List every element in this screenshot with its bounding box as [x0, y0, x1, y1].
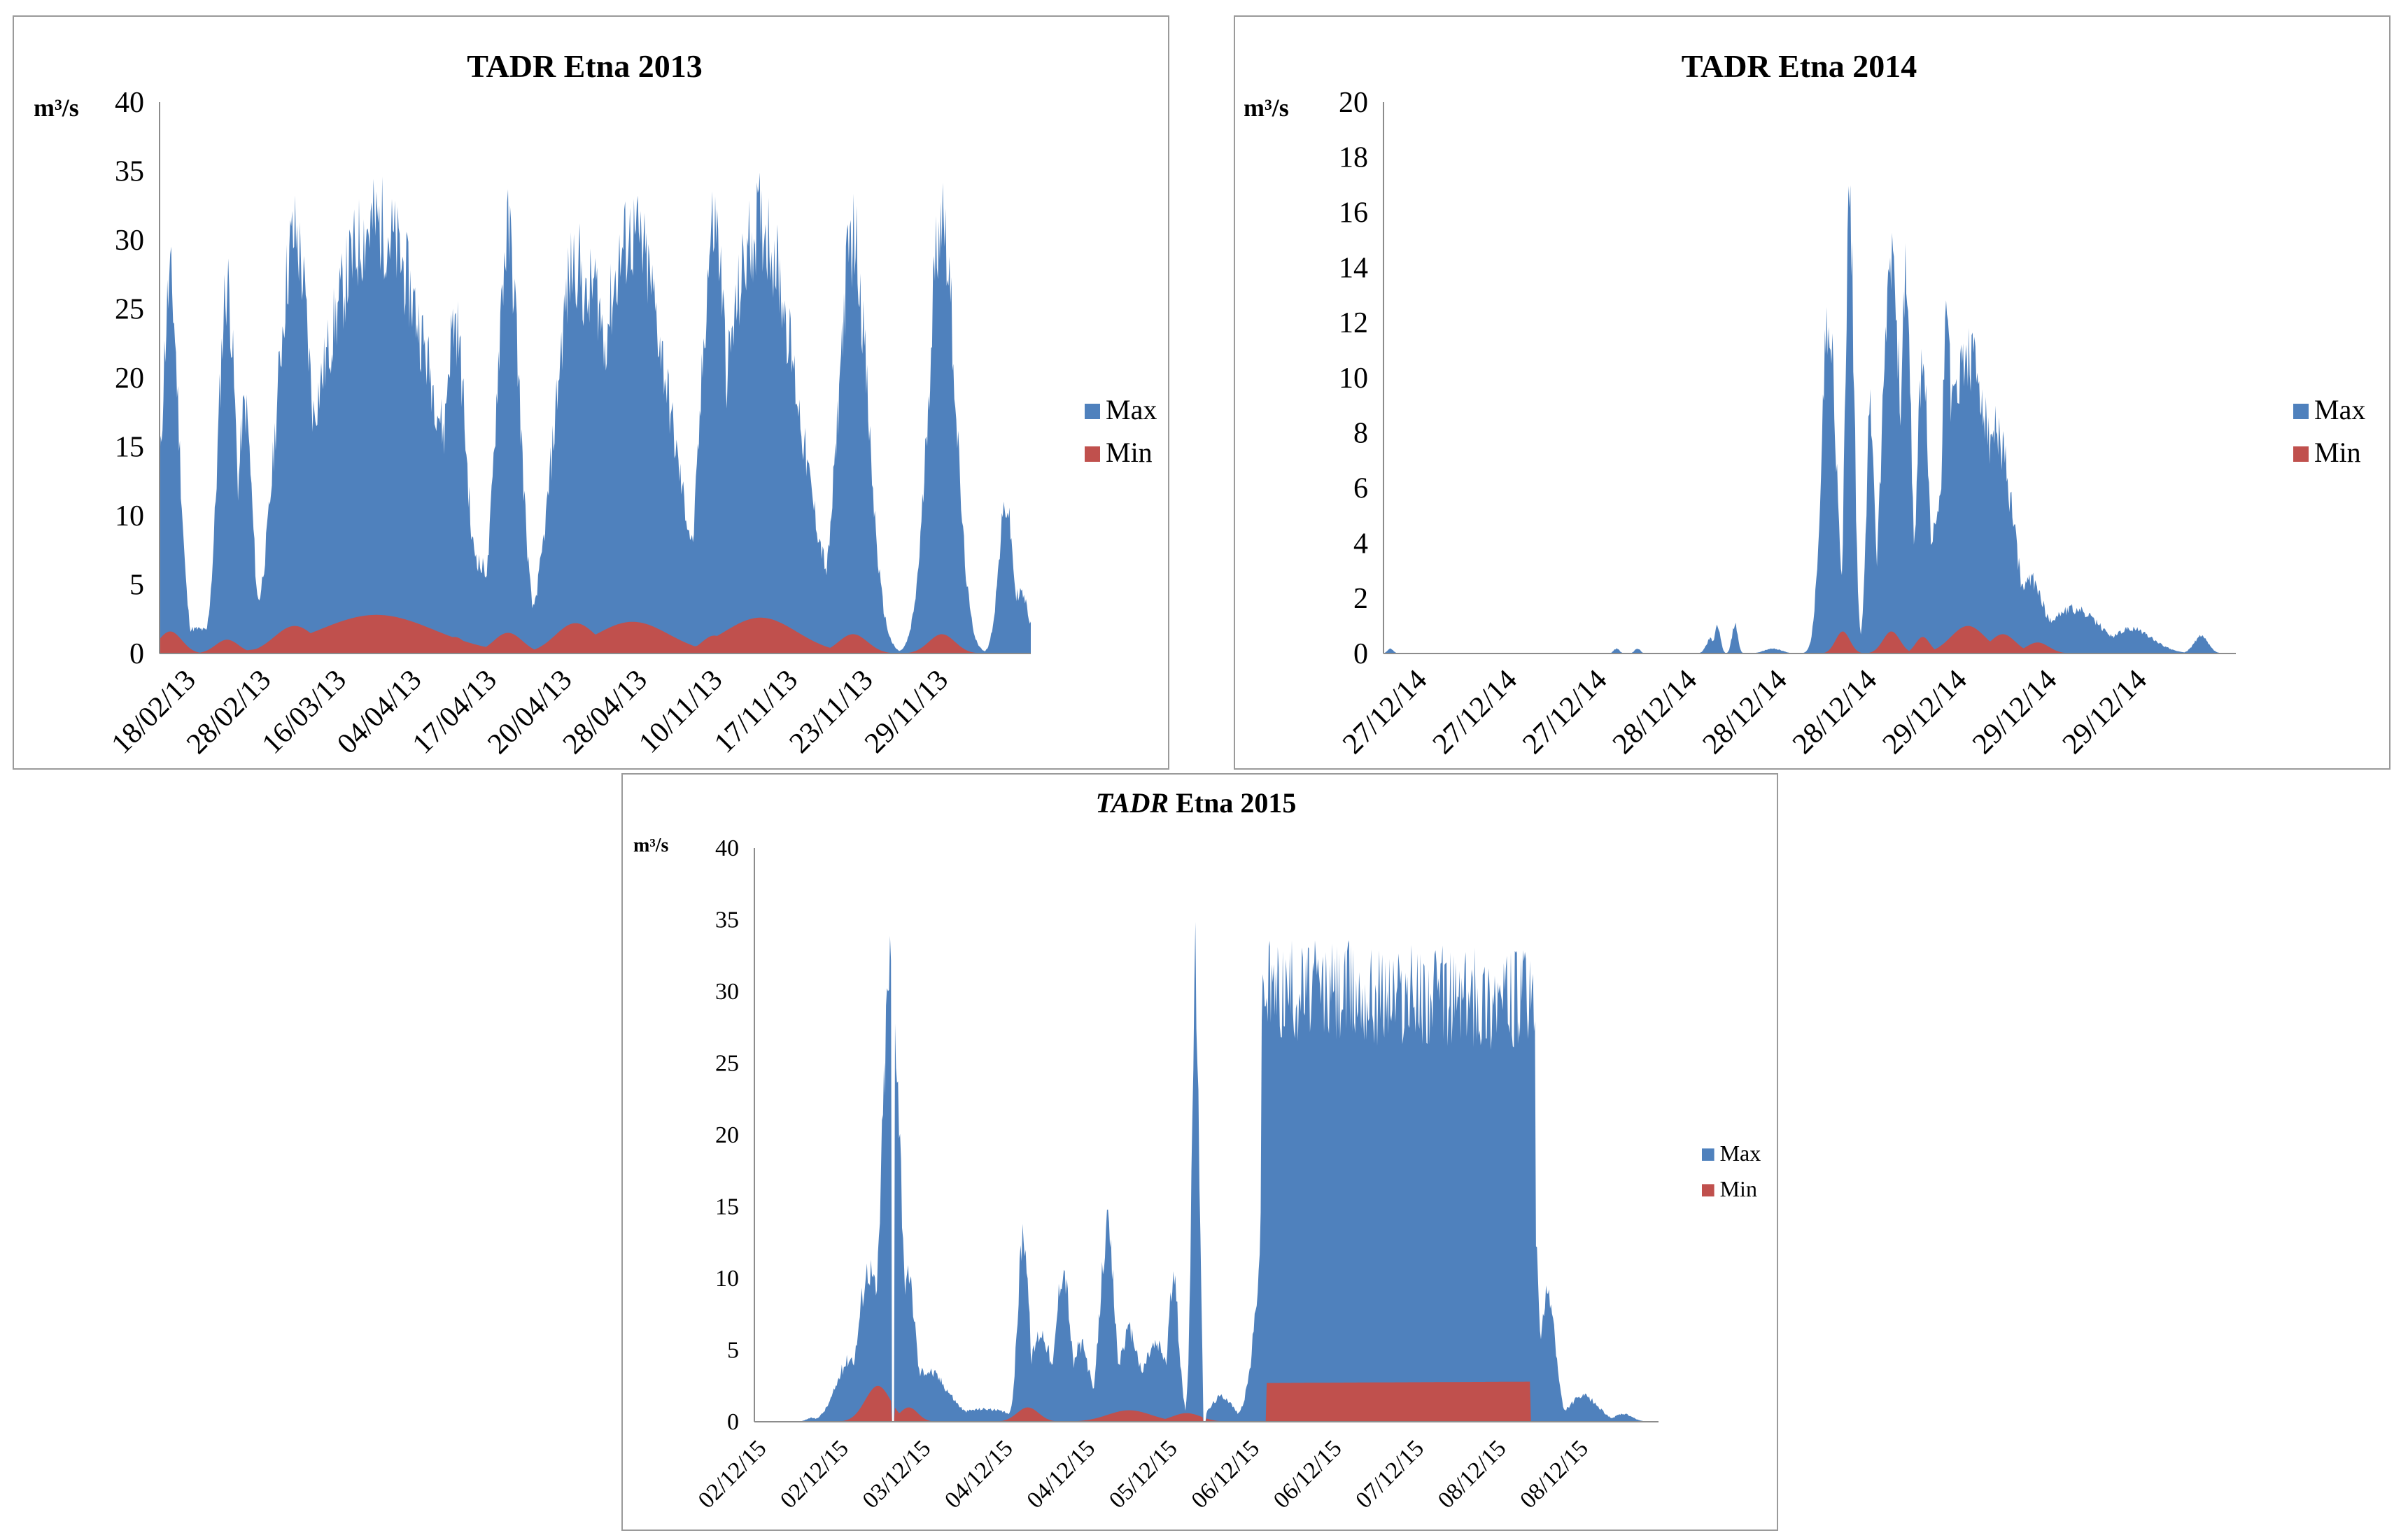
- chart-2013: TADR Etna 2013 m³/s 0 5 10 15 20 25 30 35 40 18/02/…: [34, 48, 1157, 761]
- x-tick-label: 03/12/15: [858, 1435, 936, 1513]
- y-tick-label: 4: [1353, 528, 1368, 560]
- series-max-area: [1383, 185, 2236, 654]
- chart-title: TADR Etna 2014: [1682, 48, 1917, 84]
- series-min-area: [160, 614, 1031, 654]
- x-tick-label: 29/12/14: [1966, 664, 2063, 761]
- legend-label-min: Min: [1720, 1176, 1757, 1201]
- y-tick-label: 40: [115, 87, 144, 119]
- y-tick-label: 30: [715, 979, 739, 1005]
- x-tick-label: 23/11/13: [784, 664, 880, 760]
- legend-swatch-max: [2293, 404, 2309, 419]
- x-tick-label: 20/04/13: [481, 664, 578, 761]
- x-tick-label: 29/11/13: [859, 664, 955, 760]
- series-max-area: [160, 172, 1031, 654]
- legend-label-max: Max: [1106, 394, 1157, 425]
- x-tick-label: 08/12/15: [1433, 1435, 1512, 1513]
- chart-panel-2015: TADR Etna 2015 m³/s 0 5 10 15 20 25 30 35 40 02/12/…: [621, 773, 1778, 1531]
- y-tick-label: 2: [1353, 583, 1368, 615]
- x-tick-label: 16/03/13: [256, 664, 353, 761]
- series-min-area: [754, 1381, 1659, 1422]
- legend-label-max: Max: [2314, 394, 2365, 425]
- x-tick-label: 07/12/15: [1351, 1435, 1429, 1513]
- y-axis-label: m³/s: [633, 835, 668, 856]
- chart-title: TADR Etna 2015: [1096, 787, 1297, 819]
- y-tick-label: 0: [727, 1409, 739, 1435]
- x-tick-label: 08/12/15: [1515, 1435, 1593, 1513]
- x-tick-label: 28/04/13: [557, 664, 654, 761]
- x-tick-label: 29/12/14: [2057, 664, 2153, 761]
- chart-2014: TADR Etna 2014 m³/s 0 2 4 6 8 10 12 14 16 18 20 27/12…: [1244, 48, 2365, 761]
- y-tick-label: 6: [1353, 472, 1368, 504]
- x-tick-label: 02/12/15: [693, 1435, 772, 1513]
- chart-panel-2013: TADR Etna 2013 m³/s 0 5 10 15 20 25 30 35 40 18/02/…: [13, 15, 1169, 770]
- x-tick-label: 02/12/15: [775, 1435, 854, 1513]
- y-axis-label: m³/s: [34, 94, 79, 122]
- y-tick-label: 20: [715, 1122, 739, 1148]
- x-tick-label: 18/02/13: [106, 664, 202, 761]
- y-tick-label: 0: [1353, 638, 1368, 670]
- x-tick-label: 27/12/14: [1337, 664, 1433, 761]
- x-tick-label: 06/12/15: [1186, 1435, 1265, 1513]
- legend-label-min: Min: [1106, 437, 1153, 468]
- x-tick-label: 28/12/14: [1607, 664, 1703, 761]
- y-tick-label: 25: [115, 293, 144, 325]
- y-tick-label: 20: [115, 362, 144, 395]
- x-tick-label: 17/11/13: [708, 664, 804, 760]
- y-tick-label: 8: [1353, 418, 1368, 450]
- y-tick-label: 16: [1339, 197, 1368, 229]
- x-tick-label: 04/12/15: [940, 1435, 1018, 1513]
- legend-swatch-min: [1085, 446, 1100, 462]
- y-tick-label: 15: [115, 431, 144, 463]
- y-tick-label: 5: [727, 1338, 739, 1364]
- legend-swatch-max: [1702, 1148, 1715, 1161]
- x-tick-label: 29/12/14: [1877, 664, 1973, 761]
- x-tick-label: 27/12/14: [1427, 664, 1523, 761]
- x-tick-label: 10/11/13: [633, 664, 728, 760]
- y-tick-label: 35: [115, 155, 144, 188]
- y-tick-label: 0: [129, 638, 144, 670]
- x-tick-label: 04/12/15: [1022, 1435, 1101, 1513]
- x-tick-label: 04/04/13: [331, 664, 428, 761]
- chart-2015: TADR Etna 2015 m³/s 0 5 10 15 20 25 30 35 40 02/12/…: [633, 787, 1761, 1513]
- y-axis-label: m³/s: [1244, 94, 1289, 122]
- x-tick-label: 28/12/14: [1787, 664, 1883, 761]
- y-tick-label: 5: [129, 569, 144, 601]
- y-tick-label: 10: [715, 1266, 739, 1292]
- x-tick-label: 27/12/14: [1516, 664, 1613, 761]
- y-tick-label: 20: [1339, 87, 1368, 119]
- legend-swatch-min: [1702, 1184, 1715, 1196]
- y-tick-label: 30: [115, 225, 144, 257]
- chart-panel-2014: TADR Etna 2014 m³/s 0 2 4 6 8 10 12 14 16 18 20 27/12…: [1234, 15, 2391, 770]
- legend-swatch-max: [1085, 404, 1100, 419]
- legend-label-min: Min: [2314, 437, 2361, 468]
- y-tick-label: 15: [715, 1194, 739, 1220]
- x-tick-label: 05/12/15: [1104, 1435, 1183, 1513]
- chart-title: TADR Etna 2013: [467, 48, 703, 84]
- chart-title-rest: Etna 2015: [1169, 787, 1296, 819]
- x-tick-label: 06/12/15: [1269, 1435, 1347, 1513]
- y-tick-label: 12: [1339, 307, 1368, 339]
- legend-swatch-min: [2293, 446, 2309, 462]
- y-tick-label: 35: [715, 907, 739, 933]
- y-tick-label: 25: [715, 1051, 739, 1077]
- y-tick-label: 40: [715, 835, 739, 861]
- y-tick-label: 14: [1339, 252, 1368, 284]
- legend-label-max: Max: [1720, 1140, 1761, 1166]
- x-tick-label: 28/12/14: [1696, 664, 1793, 761]
- x-tick-label: 17/04/13: [407, 664, 503, 761]
- y-tick-label: 10: [115, 500, 144, 532]
- x-tick-label: 28/02/13: [181, 664, 277, 761]
- y-tick-label: 18: [1339, 142, 1368, 174]
- series-max-area: [754, 921, 1659, 1422]
- y-tick-label: 10: [1339, 362, 1368, 395]
- chart-title-italic: TADR: [1096, 787, 1169, 819]
